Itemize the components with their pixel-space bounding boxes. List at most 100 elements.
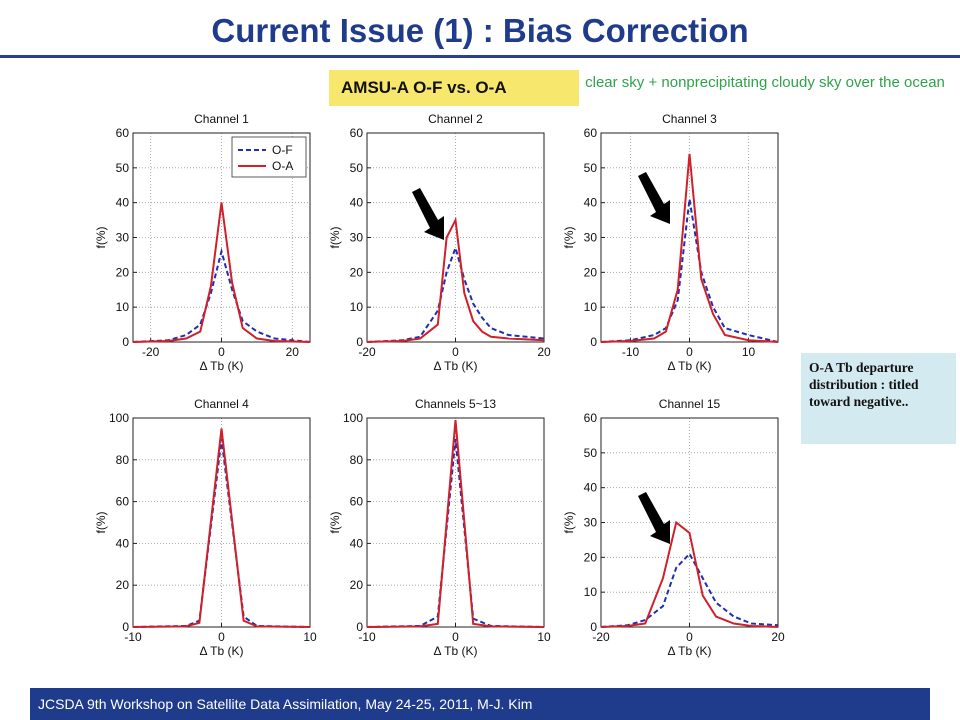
y-axis-label: f(%): [328, 512, 342, 534]
y-tick-label: 60: [116, 126, 130, 140]
y-tick-label: 0: [122, 620, 129, 634]
y-tick-label: 10: [350, 300, 364, 314]
x-tick-label: 0: [686, 345, 693, 359]
x-axis-label: Δ Tb (K): [433, 359, 477, 373]
series-line-oa: [366, 216, 545, 343]
y-tick-label: 10: [116, 300, 130, 314]
arrow-icon: [412, 188, 444, 240]
series-line-oa: [366, 420, 545, 628]
chart-panel: -20 0 20 0 10 20 30 40 50 60 Channel 1 Δ Tb (K) f(%)…: [94, 112, 311, 373]
legend-label: O-A: [272, 159, 293, 173]
y-tick-label: 20: [350, 265, 364, 279]
y-tick-label: 60: [584, 411, 598, 425]
series-line-oa: [600, 520, 779, 628]
condition-note: clear sky + nonprecipitating cloudy sky …: [585, 74, 945, 91]
x-tick-label: 0: [686, 630, 693, 644]
x-axis-label: Δ Tb (K): [667, 359, 711, 373]
y-tick-label: 100: [343, 411, 363, 425]
x-tick-label: -20: [142, 345, 160, 359]
y-tick-label: 0: [356, 620, 363, 634]
y-tick-label: 30: [584, 516, 598, 530]
y-axis-label: f(%): [562, 512, 576, 534]
chart-title: Channels 5~13: [415, 397, 496, 411]
x-tick-label: 0: [452, 630, 459, 644]
x-axis-label: Δ Tb (K): [433, 644, 477, 658]
y-tick-label: 40: [350, 196, 364, 210]
slide-title: Current Issue (1) : Bias Correction: [211, 12, 749, 49]
y-tick-label: 60: [584, 126, 598, 140]
y-tick-label: 40: [116, 536, 130, 550]
x-tick-label: -20: [358, 345, 376, 359]
y-axis-label: f(%): [94, 512, 108, 534]
y-tick-label: 60: [116, 495, 130, 509]
x-tick-label: -10: [124, 630, 142, 644]
y-tick-label: 0: [590, 620, 597, 634]
y-tick-label: 50: [584, 446, 598, 460]
x-tick-label: 0: [452, 345, 459, 359]
y-tick-label: 80: [116, 453, 130, 467]
series-line-oa: [132, 428, 311, 628]
series-line-of: [366, 244, 545, 343]
y-tick-label: 50: [350, 161, 364, 175]
y-tick-label: 20: [116, 265, 130, 279]
y-tick-label: 100: [109, 411, 129, 425]
footer-bar: JCSDA 9th Workshop on Satellite Data Ass…: [30, 688, 930, 720]
y-tick-label: 50: [116, 161, 130, 175]
series-line-oa: [600, 153, 779, 343]
y-tick-label: 20: [584, 550, 598, 564]
series-line-of: [600, 552, 779, 628]
arrow-icon: [638, 492, 670, 544]
y-tick-label: 60: [350, 495, 364, 509]
x-axis-label: Δ Tb (K): [667, 644, 711, 658]
x-tick-label: 0: [218, 630, 225, 644]
chart-panel: -10 0 10 0 10 20 30 40 50 60 Channel 3 Δ Tb (K) f(%): [562, 112, 779, 373]
y-tick-label: 30: [584, 231, 598, 245]
y-tick-label: 0: [356, 335, 363, 349]
chart-title: Channel 15: [659, 397, 721, 411]
chart-title: Channel 3: [662, 112, 717, 126]
y-tick-label: 40: [584, 481, 598, 495]
comparison-label: AMSU-A O-F vs. O-A: [329, 70, 579, 106]
arrow-icon: [638, 172, 670, 224]
x-tick-label: -20: [592, 630, 610, 644]
y-tick-label: 80: [350, 453, 364, 467]
y-tick-label: 30: [116, 231, 130, 245]
x-axis-label: Δ Tb (K): [199, 644, 243, 658]
y-tick-label: 40: [584, 196, 598, 210]
y-tick-label: 40: [350, 536, 364, 550]
y-axis-label: f(%): [562, 227, 576, 249]
y-tick-label: 10: [584, 300, 598, 314]
chart-title: Channel 2: [428, 112, 483, 126]
y-tick-label: 20: [584, 265, 598, 279]
y-tick-label: 40: [116, 196, 130, 210]
side-note: O-A Tb departure distribution : titled t…: [801, 353, 956, 444]
x-tick-label: 20: [537, 345, 551, 359]
y-tick-label: 0: [122, 335, 129, 349]
x-tick-label: 10: [303, 630, 317, 644]
x-tick-label: 10: [537, 630, 551, 644]
series-line-of: [132, 247, 311, 343]
y-tick-label: 0: [590, 335, 597, 349]
x-tick-label: 20: [771, 630, 785, 644]
x-tick-label: 20: [286, 345, 300, 359]
chart-title: Channel 1: [194, 112, 249, 126]
y-tick-label: 50: [584, 161, 598, 175]
y-tick-label: 20: [350, 578, 364, 592]
legend-box: [231, 136, 307, 178]
title-divider: [0, 55, 960, 58]
footer-text: JCSDA 9th Workshop on Satellite Data Ass…: [38, 696, 533, 712]
x-tick-label: -10: [622, 345, 640, 359]
x-tick-label: 10: [742, 345, 756, 359]
x-tick-label: -10: [358, 630, 376, 644]
y-tick-label: 20: [116, 578, 130, 592]
y-tick-label: 60: [350, 126, 364, 140]
series-line-oa: [132, 202, 311, 343]
x-axis-label: Δ Tb (K): [199, 359, 243, 373]
x-tick-label: 0: [218, 345, 225, 359]
legend-label: O-F: [272, 143, 293, 157]
